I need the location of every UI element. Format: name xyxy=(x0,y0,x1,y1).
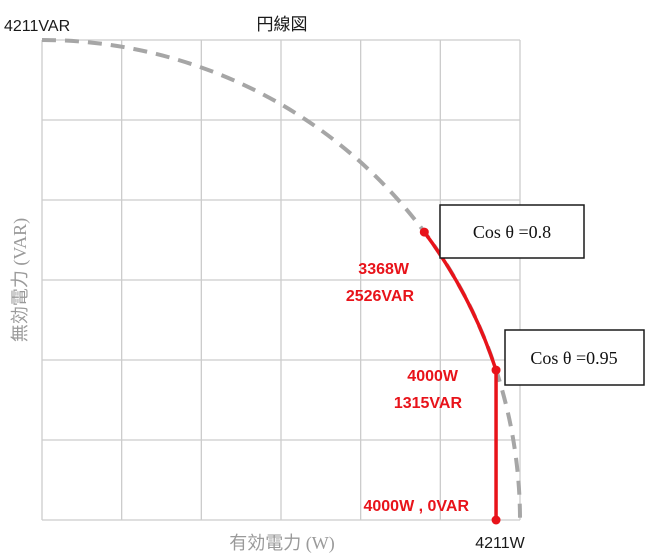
data-point-3 xyxy=(491,515,501,525)
circle-dashed-arc xyxy=(41,38,522,521)
cos-0.95-annotation: Cos θ =0.95 xyxy=(504,329,645,386)
point-2-label-line1: 4000W xyxy=(407,368,459,385)
y-axis-label: 無効電力 (VAR) xyxy=(10,218,31,342)
cos-0.8-label: Cos θ =0.8 xyxy=(473,222,551,242)
data-point-1 xyxy=(419,227,429,237)
x-max-label: 4211W xyxy=(475,535,525,552)
point-labels: 3368W 2526VAR 4000W 1315VAR 4000W , 0VAR xyxy=(346,261,470,515)
data-point-2 xyxy=(491,365,501,375)
point-1-label-line1: 3368W xyxy=(358,261,410,278)
chart-title: 円線図 xyxy=(257,15,308,35)
y-max-label: 4211VAR xyxy=(4,18,70,35)
point-3-label: 4000W , 0VAR xyxy=(363,498,469,515)
grid xyxy=(41,39,521,521)
x-axis-label: 有効電力 (W) xyxy=(229,533,334,554)
data-points xyxy=(419,227,501,525)
operating-arc-segment xyxy=(422,231,498,371)
point-2-label-line2: 1315VAR xyxy=(394,395,463,412)
point-1-label-line2: 2526VAR xyxy=(346,288,415,305)
cos-0.95-label: Cos θ =0.95 xyxy=(530,348,617,368)
cos-0.8-annotation: Cos θ =0.8 xyxy=(439,204,585,259)
